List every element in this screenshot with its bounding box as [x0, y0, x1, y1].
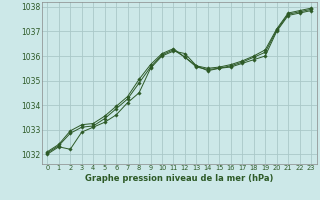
X-axis label: Graphe pression niveau de la mer (hPa): Graphe pression niveau de la mer (hPa) [85, 174, 273, 183]
